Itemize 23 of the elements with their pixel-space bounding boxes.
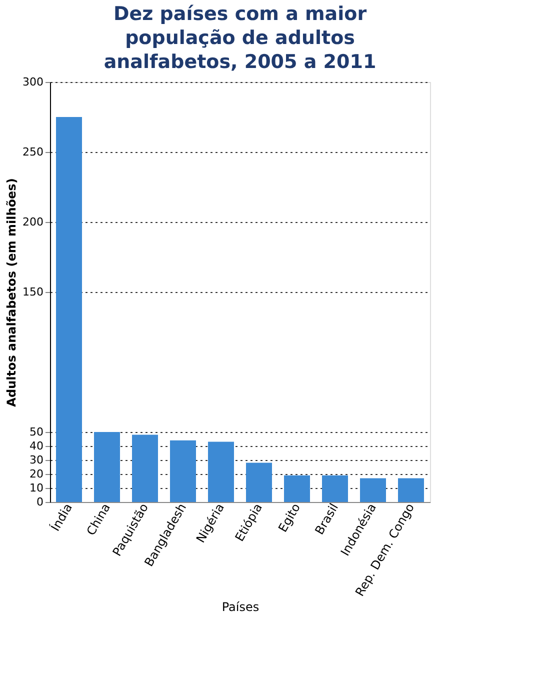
y-tick-label: 30 [30,454,44,466]
bar [398,478,424,502]
y-tick-label: 20 [30,468,44,480]
y-tick-label: 40 [30,440,44,452]
y-axis-title: Adultos analfabetos (em milhões) [4,178,19,407]
bar [56,117,82,502]
y-tick-label: 50 [30,426,44,438]
bar [322,475,348,502]
y-tick-label: 300 [22,76,44,88]
y-tick-label: 200 [22,216,44,228]
y-tick-label: 0 [36,496,44,508]
y-tick-label: 150 [22,286,44,298]
chart-title: Dez países com a maior população de adultos analfabetos, 2005 a 2011 [104,3,376,73]
bar [94,432,120,502]
bar [360,478,386,502]
bar [132,434,158,502]
x-axis-title: Países [222,600,260,614]
bar [208,442,234,502]
bar [170,440,196,502]
y-tick-label: 10 [30,482,44,494]
bar [284,475,310,502]
bar [246,462,272,502]
y-tick-label: 250 [22,146,44,158]
